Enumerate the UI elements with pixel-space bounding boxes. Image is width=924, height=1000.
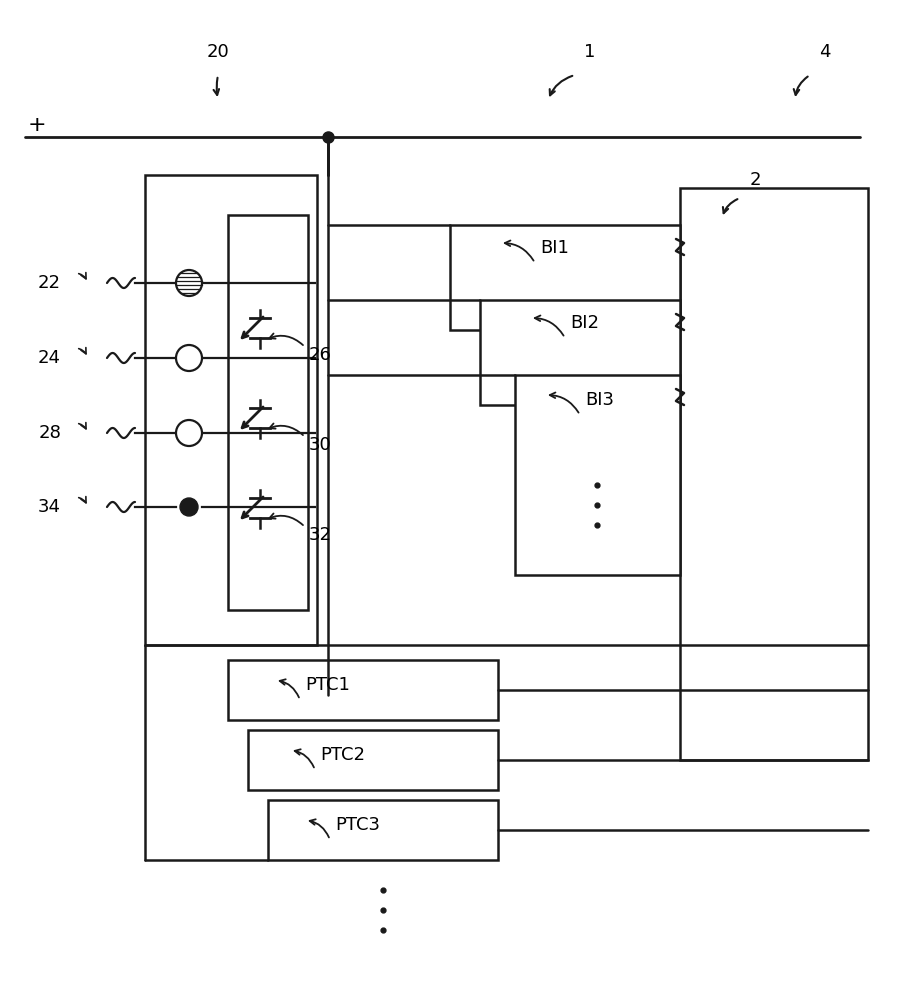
Text: BI3: BI3 [585,391,614,409]
Text: 34: 34 [38,498,61,516]
Text: 1: 1 [584,43,596,61]
Text: 24: 24 [38,349,61,367]
Text: PTC1: PTC1 [305,676,350,694]
Text: 4: 4 [820,43,831,61]
Text: 26: 26 [309,346,332,364]
Text: PTC2: PTC2 [320,746,365,764]
Bar [450,225,680,330]
Bar [268,800,498,860]
Bar [680,188,868,760]
Text: 30: 30 [309,436,332,454]
Bar [145,175,317,645]
Text: +: + [28,115,46,135]
Bar [515,375,680,575]
Bar [228,215,308,610]
Text: BI2: BI2 [570,314,599,332]
Text: BI1: BI1 [540,239,569,257]
Text: PTC3: PTC3 [335,816,380,834]
Bar [228,660,498,720]
Text: 22: 22 [38,274,61,292]
Bar [248,730,498,790]
Text: 28: 28 [38,424,61,442]
Bar [480,300,680,405]
Text: 20: 20 [207,43,229,61]
Circle shape [176,345,202,371]
Text: 32: 32 [309,526,332,544]
Circle shape [176,270,202,296]
Circle shape [180,498,198,516]
Circle shape [176,420,202,446]
Text: 2: 2 [749,171,760,189]
